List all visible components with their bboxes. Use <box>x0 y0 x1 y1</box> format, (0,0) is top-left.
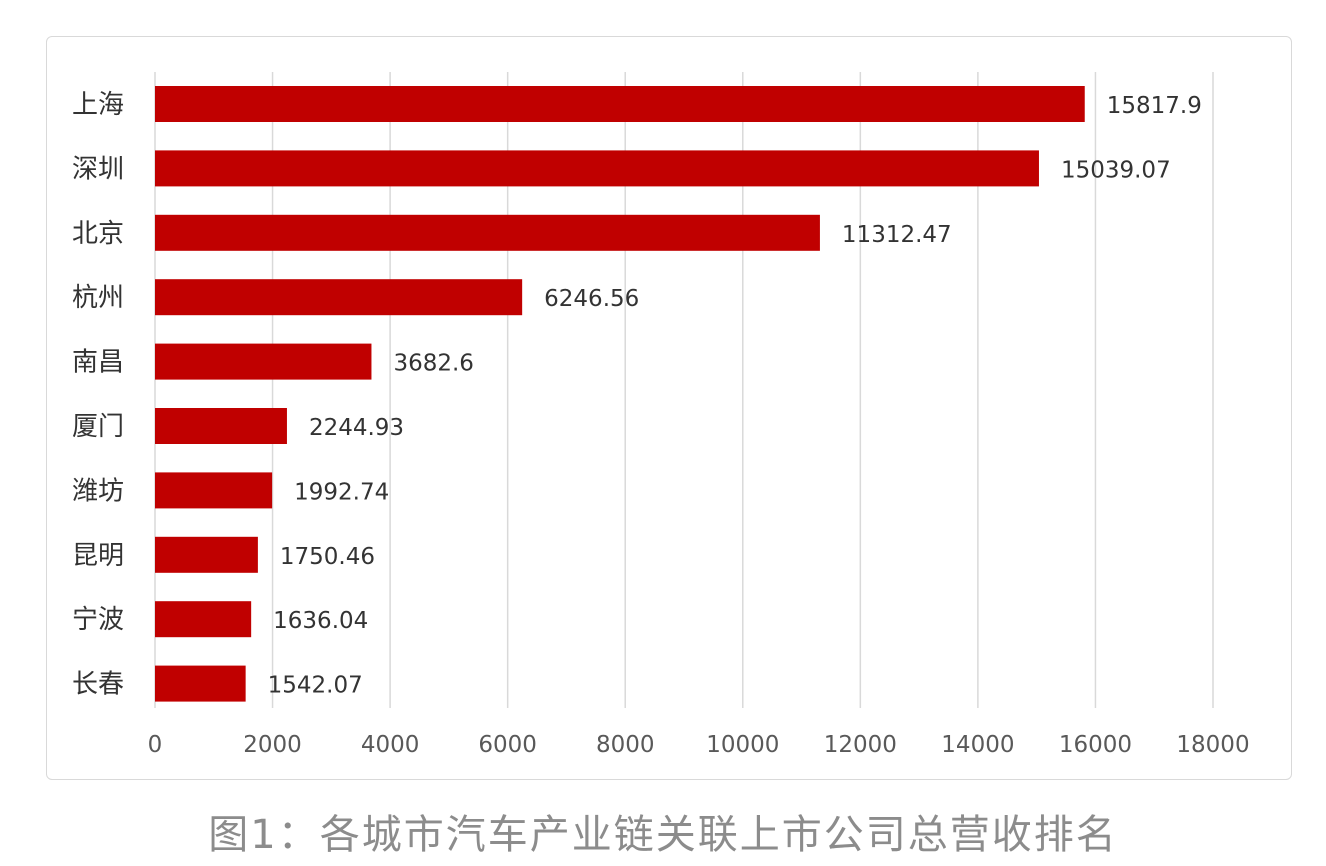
bar <box>155 214 820 251</box>
category-label: 厦门 <box>72 412 124 442</box>
category-label: 宁波 <box>72 605 124 635</box>
bar <box>155 408 287 444</box>
bar <box>155 472 273 509</box>
figure-caption: 图1：各城市汽车产业链关联上市公司总营收排名 <box>208 812 1118 858</box>
data-label: 15817.9 <box>1107 93 1202 119</box>
data-label: 11312.47 <box>842 222 952 248</box>
category-label: 杭州 <box>72 283 124 313</box>
data-label: 1750.46 <box>280 544 375 570</box>
data-label: 15039.07 <box>1061 157 1171 183</box>
category-label: 深圳 <box>72 154 124 184</box>
category-label: 潍坊 <box>72 476 124 506</box>
bar <box>155 86 1085 122</box>
data-label: 6246.56 <box>544 286 639 312</box>
x-tick-label: 2000 <box>243 732 302 758</box>
bar <box>155 536 258 573</box>
data-label: 2244.93 <box>309 415 404 441</box>
x-tick-label: 6000 <box>478 732 537 758</box>
category-label: 南昌 <box>72 348 124 378</box>
x-tick-label: 16000 <box>1059 732 1132 758</box>
bars <box>155 86 1085 702</box>
bar <box>155 279 523 316</box>
x-tick-label: 0 <box>148 732 163 758</box>
bar <box>155 601 252 638</box>
category-label: 昆明 <box>72 541 124 571</box>
data-label: 1636.04 <box>273 608 368 634</box>
bar <box>155 665 246 702</box>
data-label: 3682.6 <box>393 351 473 377</box>
x-tick-label: 12000 <box>824 732 897 758</box>
labels: 0 2000 4000 6000 8000 10000 12000 14000 16000 180… <box>72 90 1250 758</box>
x-tick-label: 4000 <box>361 732 420 758</box>
data-label: 1542.07 <box>268 673 363 699</box>
category-label: 上海 <box>72 90 124 120</box>
x-tick-label: 8000 <box>596 732 655 758</box>
bar <box>155 343 372 380</box>
bar <box>155 150 1039 187</box>
x-tick-label: 14000 <box>941 732 1014 758</box>
bar-chart: 0 2000 4000 6000 8000 10000 12000 14000 16000 180… <box>72 72 1250 758</box>
category-label: 长春 <box>72 670 124 700</box>
x-tick-label: 10000 <box>706 732 779 758</box>
x-tick-label: 18000 <box>1176 732 1249 758</box>
category-label: 北京 <box>72 219 124 249</box>
data-label: 1992.74 <box>294 479 389 505</box>
